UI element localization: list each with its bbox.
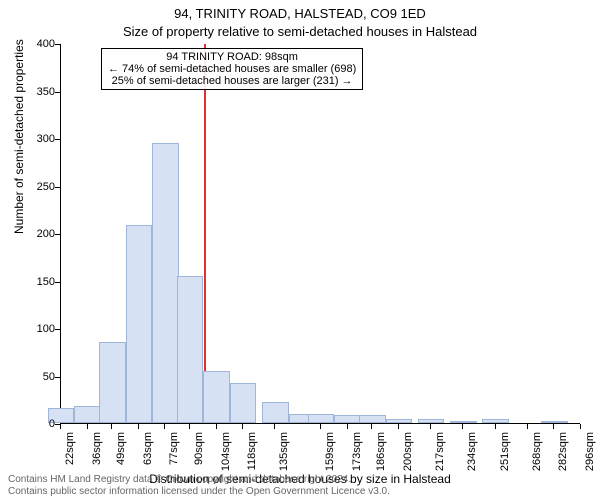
histogram-bar [334, 415, 361, 423]
y-tick-mark [55, 282, 60, 283]
y-tick-label: 0 [0, 418, 55, 430]
annotation-line-1: 94 TRINITY ROAD: 98sqm [108, 51, 356, 63]
x-tick-label: 36sqm [91, 432, 103, 480]
footer-line-2: Contains public sector information licen… [8, 486, 390, 498]
x-tick-mark [553, 424, 554, 429]
x-tick-label: 251sqm [499, 432, 511, 480]
histogram-bar [482, 419, 509, 423]
x-tick-mark [216, 424, 217, 429]
x-tick-mark [60, 424, 61, 429]
x-tick-mark [164, 424, 165, 429]
x-tick-label: 159sqm [324, 432, 336, 480]
y-tick-label: 150 [0, 276, 55, 288]
histogram-bar [262, 402, 289, 423]
x-tick-mark [347, 424, 348, 429]
x-tick-mark [462, 424, 463, 429]
x-tick-mark [242, 424, 243, 429]
y-tick-label: 200 [0, 228, 55, 240]
annotation-box: 94 TRINITY ROAD: 98sqm ← 74% of semi-det… [101, 48, 363, 90]
y-tick-label: 100 [0, 323, 55, 335]
y-tick-label: 300 [0, 133, 55, 145]
annotation-line-2: ← 74% of semi-detached houses are smalle… [108, 63, 356, 75]
x-tick-label: 186sqm [375, 432, 387, 480]
x-tick-label: 90sqm [193, 432, 205, 480]
histogram-bar [99, 342, 126, 423]
y-tick-label: 50 [0, 371, 55, 383]
x-tick-label: 104sqm [220, 432, 232, 480]
x-tick-mark [111, 424, 112, 429]
histogram-bar [203, 371, 230, 423]
x-tick-label: 296sqm [584, 432, 596, 480]
x-tick-mark [189, 424, 190, 429]
annotation-line-3: 25% of semi-detached houses are larger (… [108, 75, 356, 87]
y-tick-mark [55, 329, 60, 330]
histogram-bar [308, 414, 335, 424]
reference-line [204, 44, 206, 423]
histogram-plot: 94 TRINITY ROAD: 98sqm ← 74% of semi-det… [60, 44, 580, 424]
y-tick-label: 400 [0, 38, 55, 50]
x-tick-mark [398, 424, 399, 429]
y-tick-label: 250 [0, 181, 55, 193]
x-tick-mark [138, 424, 139, 429]
histogram-bar [152, 143, 179, 423]
x-tick-label: 268sqm [531, 432, 543, 480]
histogram-bar [386, 419, 413, 423]
histogram-bar [177, 276, 204, 423]
x-tick-label: 217sqm [434, 432, 446, 480]
title-line-2: Size of property relative to semi-detach… [0, 24, 600, 39]
x-tick-label: 282sqm [557, 432, 569, 480]
x-tick-label: 173sqm [351, 432, 363, 480]
x-tick-label: 22sqm [64, 432, 76, 480]
x-tick-label: 49sqm [115, 432, 127, 480]
histogram-bar [359, 415, 386, 423]
x-tick-label: 118sqm [246, 432, 258, 480]
x-tick-mark [87, 424, 88, 429]
histogram-bar [418, 419, 445, 423]
x-tick-mark [495, 424, 496, 429]
x-tick-label: 200sqm [402, 432, 414, 480]
x-tick-label: 77sqm [168, 432, 180, 480]
y-tick-mark [55, 139, 60, 140]
x-tick-label: 63sqm [142, 432, 154, 480]
x-tick-mark [274, 424, 275, 429]
x-tick-label: 135sqm [278, 432, 290, 480]
x-tick-label: 234sqm [466, 432, 478, 480]
y-tick-mark [55, 92, 60, 93]
y-tick-label: 350 [0, 86, 55, 98]
x-tick-mark [430, 424, 431, 429]
y-tick-mark [55, 234, 60, 235]
y-tick-mark [55, 44, 60, 45]
title-line-1: 94, TRINITY ROAD, HALSTEAD, CO9 1ED [0, 6, 600, 21]
histogram-bar [450, 421, 477, 423]
x-tick-mark [320, 424, 321, 429]
x-tick-mark [580, 424, 581, 429]
histogram-bar [230, 383, 257, 423]
y-tick-mark [55, 377, 60, 378]
histogram-bar [126, 225, 153, 423]
x-tick-mark [371, 424, 372, 429]
x-tick-mark [527, 424, 528, 429]
y-tick-mark [55, 187, 60, 188]
histogram-bar [74, 406, 101, 423]
histogram-bar [541, 421, 568, 423]
